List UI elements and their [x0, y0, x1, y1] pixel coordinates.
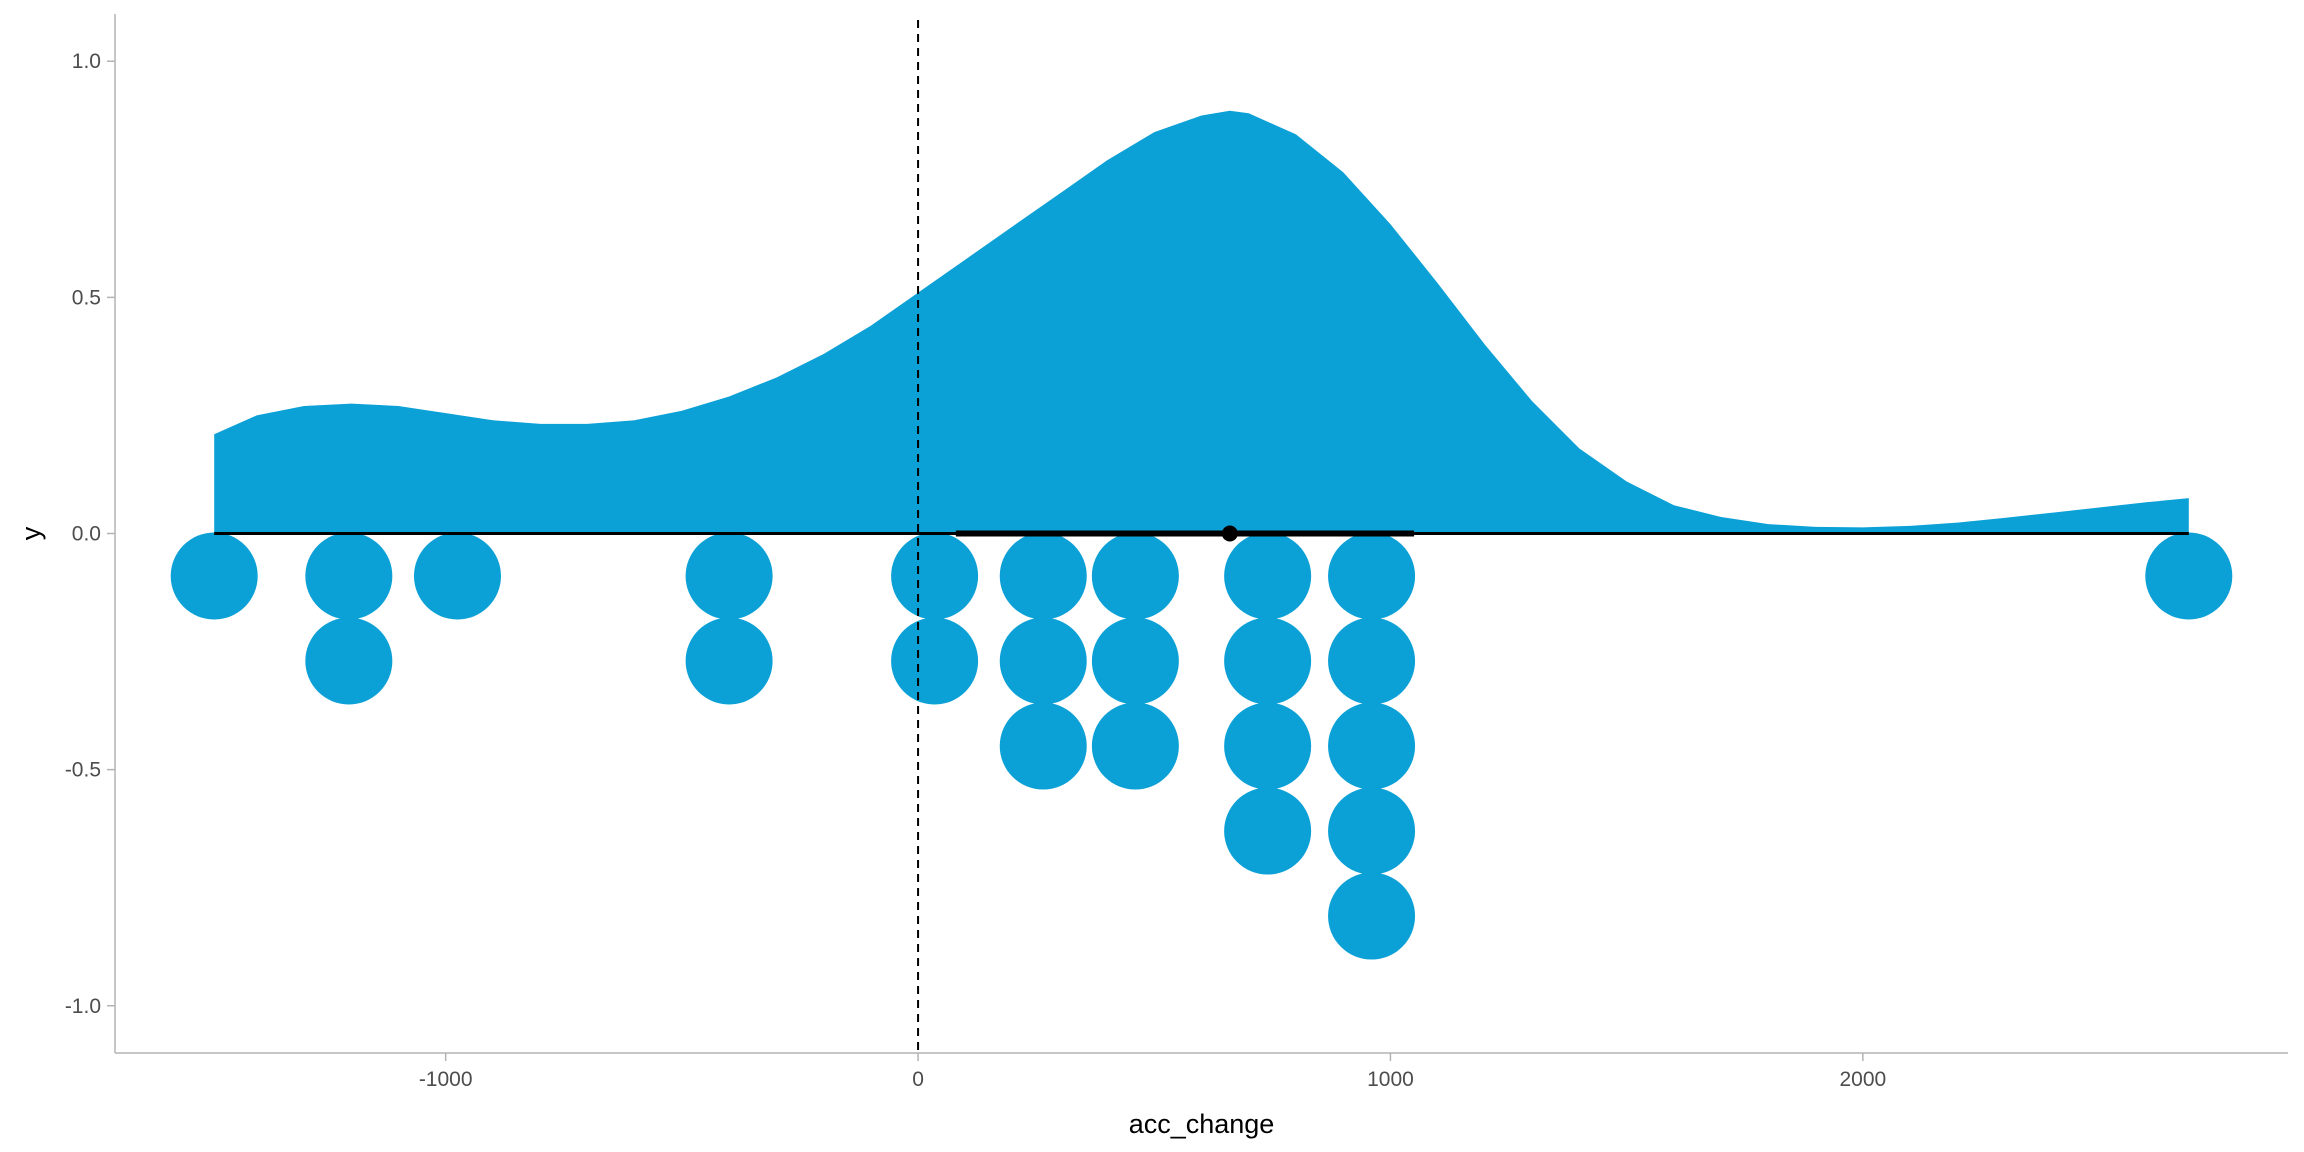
dot [685, 532, 773, 620]
dot [2145, 532, 2233, 620]
dot-group [170, 532, 2233, 960]
dot [1328, 617, 1416, 705]
dot [1091, 702, 1179, 790]
dot [999, 532, 1087, 620]
x-axis-title: acc_change [1129, 1109, 1275, 1139]
y-tick-label: -1.0 [65, 995, 101, 1018]
dot [1328, 872, 1416, 960]
x-axis: -1000 0 1000 2000 [115, 1052, 2288, 1091]
dot [170, 532, 258, 620]
dot [1091, 617, 1179, 705]
x-ticks: -1000 0 1000 2000 [419, 1053, 1886, 1091]
dot [891, 617, 979, 705]
dot [1224, 617, 1312, 705]
dot [999, 617, 1087, 705]
density-area [214, 110, 2189, 534]
x-tick-label: -1000 [419, 1068, 473, 1091]
dot [1328, 532, 1416, 620]
y-tick-label: 0.5 [72, 286, 101, 309]
interval-point [1221, 525, 1238, 542]
x-tick-label: 1000 [1367, 1068, 1414, 1091]
x-tick-label: 2000 [1839, 1068, 1886, 1091]
y-tick-label: 0.0 [72, 523, 101, 546]
dot [999, 702, 1087, 790]
dot [1224, 532, 1312, 620]
y-tick-label: 1.0 [72, 50, 101, 73]
dot [1328, 702, 1416, 790]
y-ticks: -1.0 -0.5 0.0 0.5 1.0 [65, 50, 115, 1018]
dot [685, 617, 773, 705]
dot [413, 532, 501, 620]
y-axis-title: y [16, 526, 46, 540]
dot [1224, 787, 1312, 875]
x-tick-label: 0 [912, 1068, 924, 1091]
dot [305, 617, 393, 705]
y-tick-label: -0.5 [65, 759, 101, 782]
dot [1224, 702, 1312, 790]
y-axis: -1.0 -0.5 0.0 0.5 1.0 [65, 14, 116, 1053]
plot-area [170, 20, 2233, 1053]
dot [1091, 532, 1179, 620]
dot [305, 532, 393, 620]
dot [1328, 787, 1416, 875]
dot [891, 532, 979, 620]
